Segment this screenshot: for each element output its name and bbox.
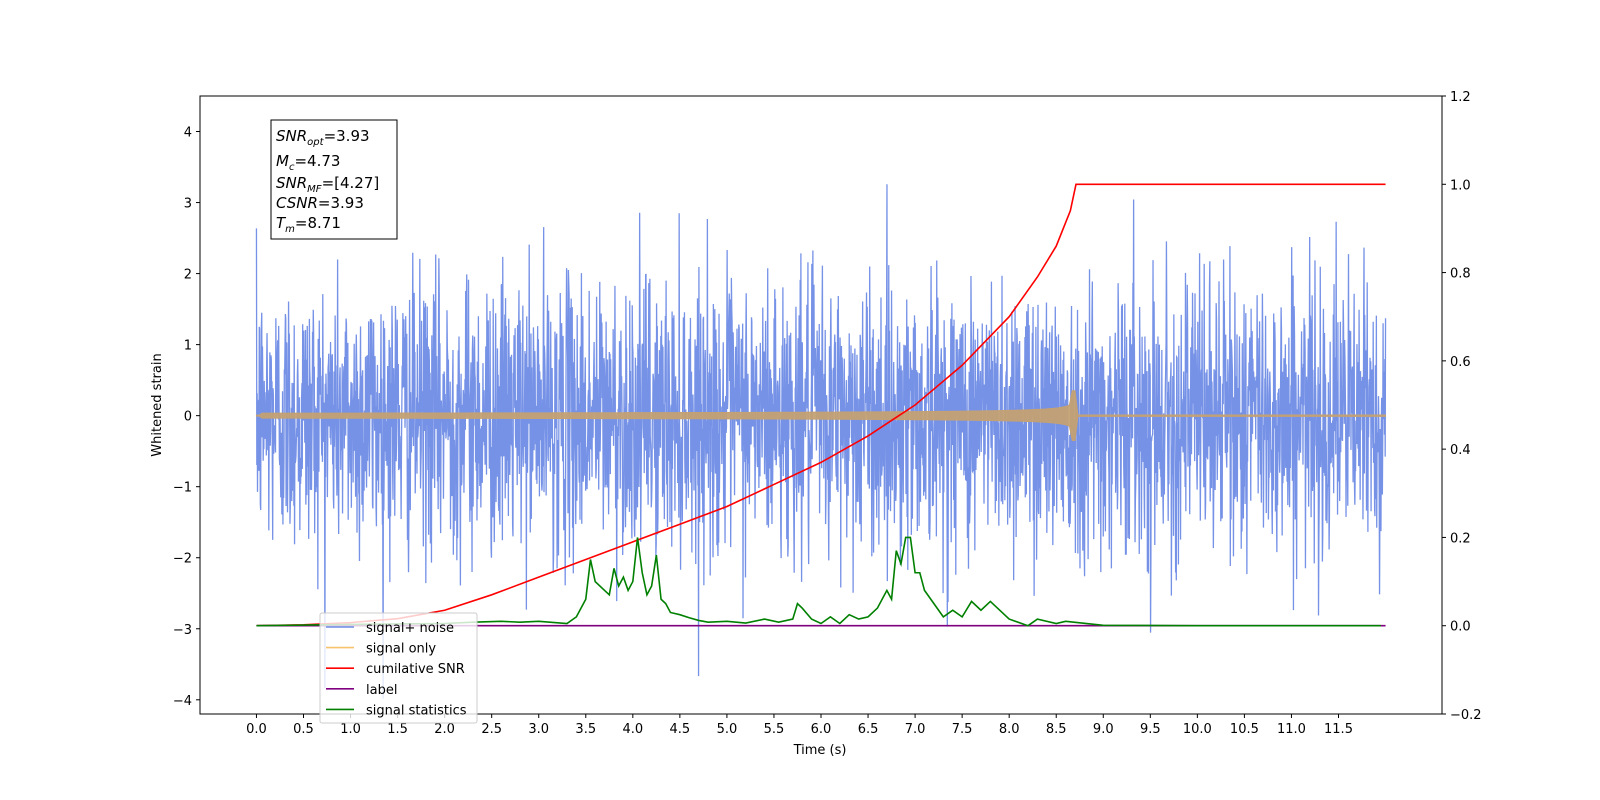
y2-tick-label: 1.2 bbox=[1450, 90, 1471, 105]
annotation-csnr: CSNR=3.93 bbox=[276, 194, 364, 212]
y-tick-label: 4 bbox=[184, 126, 192, 141]
x-tick-label: 10.5 bbox=[1230, 722, 1259, 737]
y-tick-label: 3 bbox=[184, 197, 192, 212]
annotation-snr-mf: SNRMF=[4.27] bbox=[276, 174, 379, 195]
legend-frame bbox=[319, 612, 478, 724]
series-signal-only-envelope bbox=[255, 390, 1387, 442]
plot-area bbox=[199, 95, 1443, 715]
x-tick-label: 5.5 bbox=[764, 722, 785, 737]
y2-tick-label: −0.2 bbox=[1450, 708, 1482, 723]
y2-tick-label: 0.4 bbox=[1450, 443, 1471, 458]
x-axis: 0.0 0.5 1.0 1.5 2.0 2.5 3.0 3.5 4.0 4.5 5.0 5.5 6.0 6… bbox=[246, 714, 1353, 737]
x-tick-label: 11.5 bbox=[1324, 722, 1353, 737]
x-tick-label: 6.5 bbox=[858, 722, 879, 737]
y-tick-label: 2 bbox=[184, 268, 192, 283]
y2-axis: −0.2 0.0 0.2 0.4 0.6 0.8 1.0 1.2 bbox=[1442, 90, 1482, 723]
y-tick-label: −2 bbox=[173, 552, 192, 567]
y-tick-label: −4 bbox=[173, 694, 192, 709]
x-tick-label: 11.0 bbox=[1277, 722, 1306, 737]
y-axis: −4 −3 −2 −1 0 1 2 3 4 bbox=[173, 126, 200, 709]
annotation-frame bbox=[270, 119, 398, 240]
y-tick-label: −1 bbox=[173, 481, 192, 496]
annotation-snr-opt: SNRopt=3.93 bbox=[276, 127, 370, 148]
legend-signal-only: signal only bbox=[326, 642, 436, 657]
legend-signal-only-label: signal only bbox=[366, 642, 436, 657]
y2-tick-label: 0.2 bbox=[1450, 531, 1471, 546]
x-tick-label: 10.0 bbox=[1183, 722, 1212, 737]
x-tick-label: 2.0 bbox=[434, 722, 455, 737]
y-tick-label: 1 bbox=[184, 339, 192, 354]
x-tick-label: 9.0 bbox=[1093, 722, 1114, 737]
x-tick-label: 0.0 bbox=[246, 722, 267, 737]
x-tick-label: 5.0 bbox=[717, 722, 738, 737]
y-axis-label: Whitened strain bbox=[150, 353, 165, 456]
series-cumilative-snr bbox=[256, 183, 1386, 627]
x-tick-label: 3.0 bbox=[528, 722, 549, 737]
legend: signal+ noise signal only cumilative SNR la… bbox=[319, 612, 478, 724]
x-tick-label: 7.0 bbox=[905, 722, 926, 737]
x-tick-label: 3.5 bbox=[575, 722, 596, 737]
series-signal-only bbox=[255, 390, 1387, 442]
y-tick-label: −3 bbox=[173, 623, 192, 638]
x-tick-label: 1.0 bbox=[340, 722, 361, 737]
series-cumilative-snr-line bbox=[256, 183, 1386, 627]
x-tick-label: 0.5 bbox=[293, 722, 314, 737]
y2-tick-label: 1.0 bbox=[1450, 178, 1471, 193]
legend-signal-statistics: signal statistics bbox=[326, 703, 467, 718]
x-tick-label: 6.0 bbox=[811, 722, 832, 737]
y-tick-label: 0 bbox=[184, 410, 192, 425]
series-signal-statistics-line bbox=[256, 536, 1381, 627]
x-tick-label: 2.5 bbox=[481, 722, 502, 737]
series-signal-statistics bbox=[256, 536, 1381, 627]
legend-signal-noise: signal+ noise bbox=[326, 621, 454, 636]
x-tick-label: 8.0 bbox=[999, 722, 1020, 737]
y2-tick-label: 0.6 bbox=[1450, 355, 1471, 370]
x-tick-label: 9.5 bbox=[1140, 722, 1161, 737]
series-layer bbox=[255, 183, 1387, 699]
series-signal-noise bbox=[255, 184, 1387, 699]
annotation-box: SNRopt=3.93 Mc=4.73 SNRMF=[4.27] CSNR=3.… bbox=[270, 119, 398, 240]
x-tick-label: 4.0 bbox=[622, 722, 643, 737]
annotation-mc: Mc=4.73 bbox=[276, 152, 340, 173]
y2-tick-label: 0.0 bbox=[1450, 620, 1471, 635]
legend-label-label: label bbox=[366, 683, 397, 698]
legend-label: label bbox=[326, 683, 397, 698]
legend-signal-noise-label: signal+ noise bbox=[366, 621, 454, 636]
x-axis-label: Time (s) bbox=[793, 743, 847, 758]
x-tick-label: 1.5 bbox=[387, 722, 408, 737]
x-tick-label: 4.5 bbox=[670, 722, 691, 737]
x-tick-label: 8.5 bbox=[1046, 722, 1067, 737]
legend-signal-statistics-label: signal statistics bbox=[366, 703, 467, 718]
annotation-tm: Tm=8.71 bbox=[276, 214, 341, 235]
series-signal-noise-line bbox=[255, 184, 1387, 699]
y2-tick-label: 0.8 bbox=[1450, 267, 1471, 282]
x-tick-label: 7.5 bbox=[952, 722, 973, 737]
legend-cumilative-snr: cumilative SNR bbox=[326, 662, 465, 677]
legend-cumilative-snr-label: cumilative SNR bbox=[366, 662, 465, 677]
